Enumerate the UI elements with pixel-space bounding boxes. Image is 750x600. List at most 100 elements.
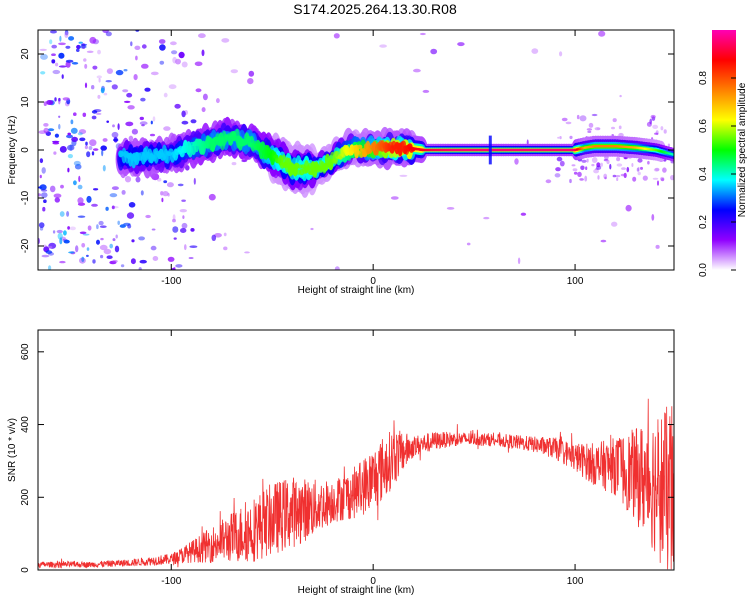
noise-speckle xyxy=(79,257,86,264)
snr-ytick-label: 200 xyxy=(20,488,31,505)
noise-speckle xyxy=(78,129,87,135)
noise-speckle xyxy=(642,175,648,181)
noise-speckle xyxy=(609,163,612,170)
noise-speckle xyxy=(99,225,107,228)
noise-speckle xyxy=(162,191,169,197)
colorbar-label: Normalized spectral amplitude xyxy=(737,82,748,217)
noise-speckle xyxy=(106,120,109,123)
noise-speckle xyxy=(131,239,135,243)
spectrogram-ytick-label: 0 xyxy=(20,147,31,153)
noise-speckle xyxy=(78,41,83,44)
noise-speckle xyxy=(77,215,86,218)
noise-speckle xyxy=(189,245,198,248)
noise-speckle xyxy=(71,62,79,65)
noise-speckle xyxy=(615,175,621,178)
noise-speckle xyxy=(128,202,136,208)
noise-speckle xyxy=(41,192,48,199)
noise-speckle xyxy=(181,222,188,229)
noise-speckle xyxy=(413,68,421,73)
spectral-ridge-mark xyxy=(671,153,674,156)
noise-speckle xyxy=(50,30,57,34)
noise-speckle xyxy=(175,58,181,65)
noise-speckle xyxy=(596,165,602,170)
colorbar-tick-label: 0.8 xyxy=(698,71,709,85)
noise-speckle xyxy=(111,84,118,90)
noise-speckle xyxy=(430,48,438,55)
noise-speckle xyxy=(667,143,671,148)
noise-speckle xyxy=(48,246,53,249)
snr-xlabel: Height of straight line (km) xyxy=(298,585,415,596)
noise-speckle xyxy=(43,244,47,248)
noise-speckle xyxy=(606,159,610,165)
noise-speckle xyxy=(172,56,177,64)
noise-speckle xyxy=(594,127,601,131)
noise-speckle xyxy=(71,136,78,142)
noise-speckle xyxy=(198,33,206,39)
noise-speckle xyxy=(555,167,561,172)
noise-speckle xyxy=(58,42,66,46)
noise-speckle xyxy=(62,97,70,101)
noise-speckle xyxy=(52,140,60,143)
noise-speckle xyxy=(554,173,561,178)
noise-speckle xyxy=(111,205,115,210)
noise-speckle xyxy=(174,103,181,109)
noise-speckle xyxy=(38,222,45,228)
noise-speckle xyxy=(138,267,142,270)
noise-speckle xyxy=(92,259,96,264)
noise-speckle xyxy=(91,151,95,156)
noise-speckle xyxy=(310,227,314,231)
noise-speckle xyxy=(123,69,128,72)
noise-speckle xyxy=(181,110,186,118)
noise-speckle xyxy=(591,163,595,167)
noise-speckle xyxy=(647,160,650,165)
noise-speckle xyxy=(77,197,84,205)
noise-speckle xyxy=(42,206,46,212)
noise-speckle xyxy=(625,204,632,212)
noise-speckle xyxy=(248,70,255,77)
noise-speckle xyxy=(53,193,62,199)
noise-speckle xyxy=(84,82,88,89)
noise-speckle xyxy=(112,124,115,128)
noise-speckle xyxy=(576,114,580,120)
noise-speckle xyxy=(379,44,387,48)
noise-speckle xyxy=(64,31,69,38)
spectrogram-ytick-label: -20 xyxy=(20,238,31,253)
noise-speckle xyxy=(117,123,120,130)
noise-speckle xyxy=(138,236,146,241)
noise-speckle xyxy=(145,214,151,219)
noise-speckle xyxy=(134,45,141,50)
noise-speckle xyxy=(598,30,606,37)
noise-speckle xyxy=(616,157,621,162)
noise-speckle xyxy=(166,182,174,188)
noise-speckle xyxy=(86,195,92,203)
snr-panel: -100 0 100 0 200 400 600 Height of straight li… xyxy=(7,329,675,596)
noise-speckle xyxy=(97,49,101,55)
noise-speckle xyxy=(46,100,54,105)
noise-speckle xyxy=(130,41,133,47)
noise-speckle xyxy=(653,168,660,172)
noise-speckle xyxy=(39,174,42,179)
noise-speckle xyxy=(99,244,108,251)
noise-speckle xyxy=(93,188,99,191)
snr-series-line xyxy=(38,398,674,570)
colorbar-tick-label: 0.4 xyxy=(698,167,709,181)
colorbar-tick-label: 0.2 xyxy=(698,215,709,229)
spectral-ridge-mark xyxy=(366,148,373,154)
noise-speckle xyxy=(100,145,107,151)
noise-speckle xyxy=(66,134,73,139)
noise-speckle xyxy=(597,175,600,180)
noise-speckle xyxy=(167,193,170,197)
noise-speckle xyxy=(141,44,147,49)
noise-speckle xyxy=(106,68,113,74)
noise-speckle xyxy=(139,116,144,121)
noise-speckle xyxy=(49,185,56,193)
noise-speckle xyxy=(67,226,70,230)
noise-speckle xyxy=(82,233,90,236)
noise-speckle xyxy=(178,51,185,59)
noise-speckle xyxy=(457,42,465,47)
noise-speckle xyxy=(87,225,92,231)
noise-speckle xyxy=(98,220,104,226)
colorbar-tick-label: 0.6 xyxy=(698,119,709,133)
